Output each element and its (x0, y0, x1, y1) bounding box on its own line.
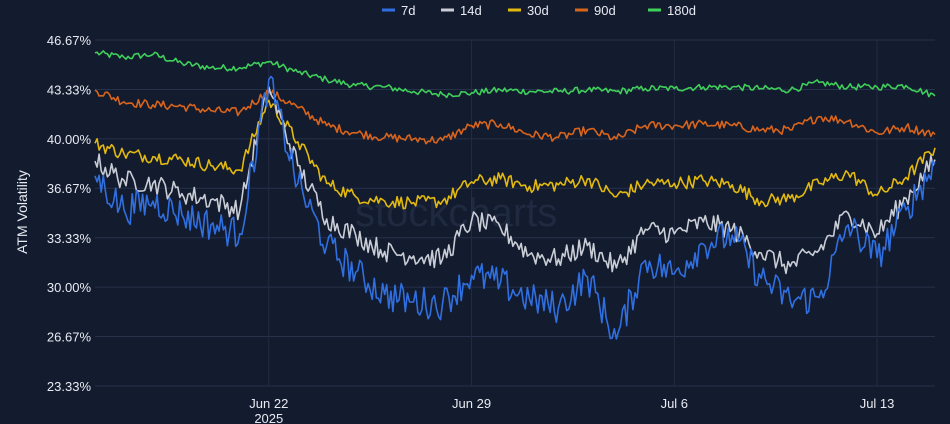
x-tick-label: Jul 13 (860, 396, 895, 411)
legend-label-7d: 7d (401, 3, 415, 18)
legend-label-14d: 14d (460, 3, 482, 18)
x-tick-label: Jul 6 (661, 396, 688, 411)
y-tick-label: 43.33% (47, 83, 92, 98)
legend-label-90d: 90d (594, 3, 616, 18)
y-tick-label: 26.67% (47, 329, 92, 344)
y-tick-label: 33.33% (47, 231, 92, 246)
legend-label-180d: 180d (667, 3, 696, 18)
y-tick-label: 46.67% (47, 33, 92, 48)
x-tick-year-label: 2025 (254, 411, 283, 424)
series-lines (94, 50, 936, 340)
series-line-7d (94, 75, 936, 340)
y-tick-label: 40.00% (47, 132, 92, 147)
legend-label-30d: 30d (527, 3, 549, 18)
grid (95, 39, 935, 387)
series-line-90d (94, 89, 936, 145)
watermark-text: stockcharts (355, 191, 557, 235)
y-axis-ticks: 46.67% 43.33% 40.00% 36.67% 33.33% 30.00% 26.6… (47, 33, 92, 394)
y-tick-label: 30.00% (47, 280, 92, 295)
series-line-14d (94, 86, 936, 275)
y-tick-label: 23.33% (47, 379, 92, 394)
series-line-180d (94, 50, 936, 99)
legend: 7d 14d 30d 90d 180d (382, 3, 696, 18)
series-line-30d (94, 99, 936, 210)
x-tick-label: Jun 22 (249, 396, 288, 411)
x-tick-label: Jun 29 (452, 396, 491, 411)
y-tick-label: 36.67% (47, 181, 92, 196)
y-axis-title: ATM Volatility (14, 170, 30, 254)
